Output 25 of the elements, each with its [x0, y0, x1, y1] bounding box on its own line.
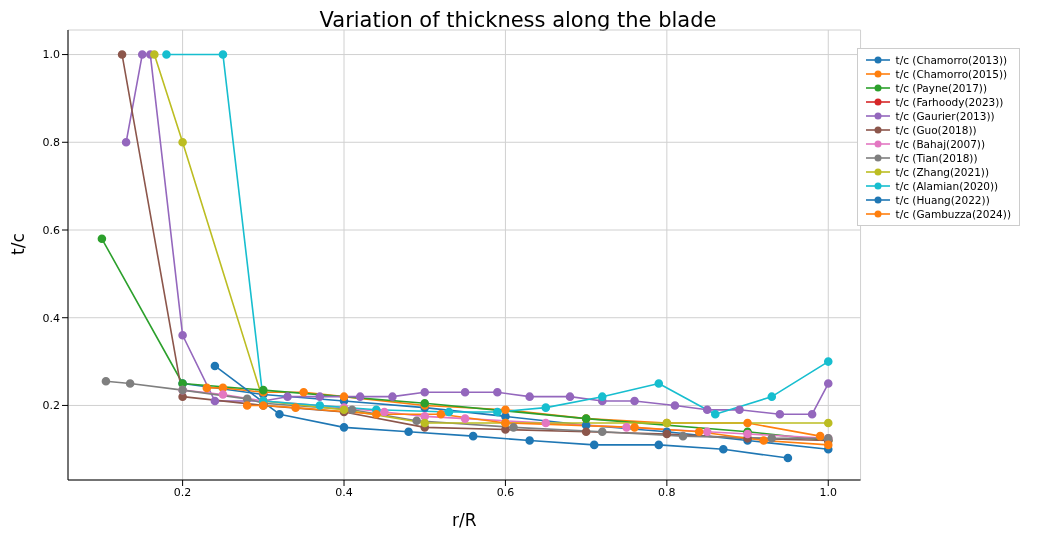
legend-label: t/c (Bahaj(2007)) — [895, 137, 986, 151]
legend-label: t/c (Zhang(2021)) — [895, 165, 990, 179]
legend-label: t/c (Farhoody(2023)) — [895, 95, 1004, 109]
legend-label: t/c (Alamian(2020)) — [895, 179, 999, 193]
legend-label: t/c (Huang(2022)) — [895, 193, 990, 207]
chart-title: Variation of thickness along the blade — [318, 8, 718, 32]
x-tick-label: 1.0 — [819, 485, 838, 499]
y-tick-label: 0.6 — [42, 223, 60, 237]
y-tick-label: 1.0 — [42, 48, 60, 62]
x-axis-title: r/R — [452, 510, 477, 530]
legend-label: t/c (Chamorro(2013)) — [895, 53, 1008, 67]
y-tick-label: 0.4 — [42, 311, 60, 325]
legend-label: t/c (Chamorro(2015)) — [895, 67, 1008, 81]
y-axis-title: t/c — [8, 233, 29, 255]
legend-label: t/c (Tian(2018)) — [895, 151, 978, 165]
legend-label: t/c (Guo(2018)) — [895, 123, 977, 137]
legend-label: t/c (Gaurier(2013)) — [895, 109, 995, 123]
x-tick-label: 0.2 — [173, 485, 192, 499]
legend-label: t/c (Payne(2017)) — [895, 81, 988, 95]
y-tick-label: 0.2 — [42, 399, 60, 413]
x-tick-label: 0.4 — [335, 485, 353, 499]
x-tick-label: 0.8 — [658, 485, 676, 499]
x-tick-label: 0.6 — [496, 485, 515, 499]
y-tick-label: 0.8 — [42, 136, 60, 150]
legend-label: t/c (Gambuzza(2024)) — [895, 207, 1011, 221]
